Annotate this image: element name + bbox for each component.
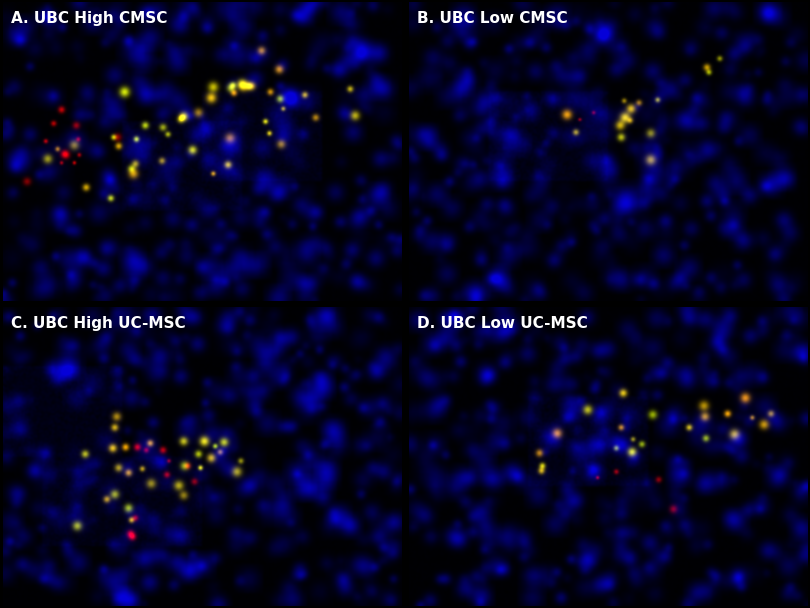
Text: C. UBC High UC-MSC: C. UBC High UC-MSC	[11, 316, 185, 331]
Text: A. UBC High CMSC: A. UBC High CMSC	[11, 12, 168, 26]
Text: B. UBC Low CMSC: B. UBC Low CMSC	[416, 12, 567, 26]
Text: D. UBC Low UC-MSC: D. UBC Low UC-MSC	[416, 316, 587, 331]
